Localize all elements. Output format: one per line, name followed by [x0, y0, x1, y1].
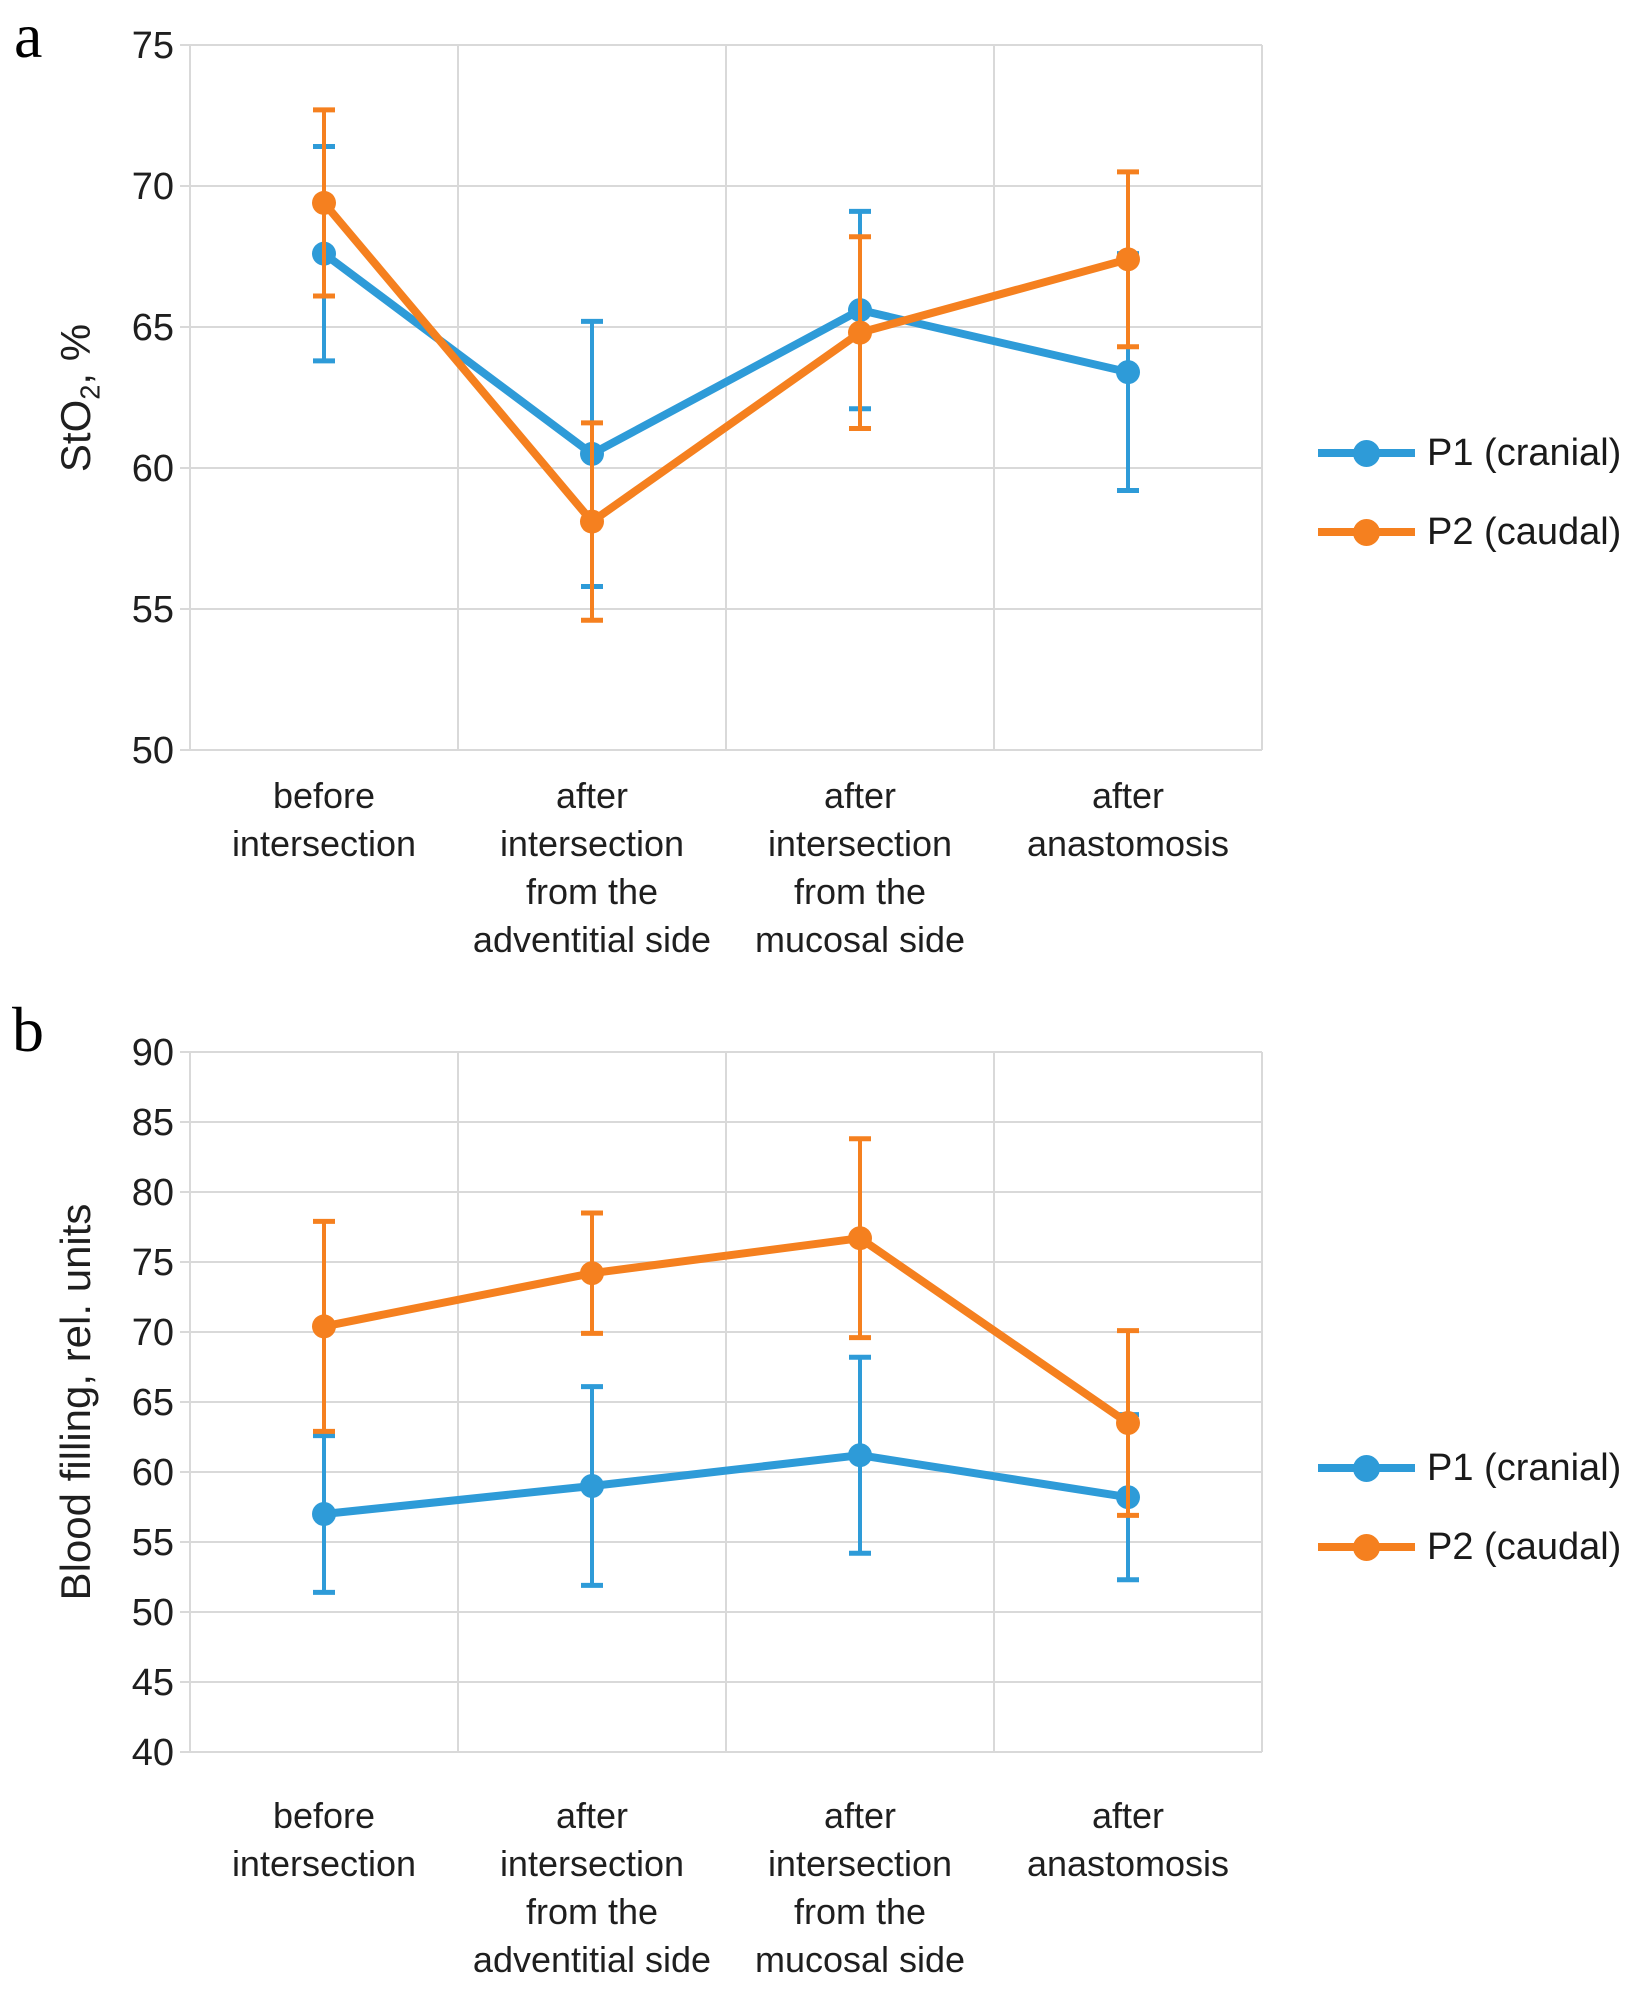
p1-line-marker-glyph	[1318, 433, 1415, 473]
series-p2	[312, 1136, 1140, 1518]
series-markers	[312, 1443, 1140, 1526]
p2-line-marker-glyph	[1318, 1527, 1415, 1567]
panel-b-letter: b	[12, 994, 44, 1065]
y-tick-label: 75	[132, 25, 174, 67]
panel-a-legend: P1 (cranial) P2 (caudal)	[1318, 431, 1622, 553]
p2-line-marker-glyph	[1318, 512, 1415, 552]
data-point-marker	[848, 320, 872, 345]
x-category-label-line: intersection	[500, 1843, 684, 1884]
y-tick-label: 65	[132, 307, 174, 349]
x-category-label-line: mucosal side	[755, 1939, 965, 1980]
y-tick-label: 80	[132, 1172, 174, 1214]
legend-item-p2: P2 (caudal)	[1318, 510, 1622, 553]
y-tick-label: 70	[132, 1312, 174, 1354]
data-point-marker	[848, 1443, 872, 1468]
series-line	[320, 1451, 1132, 1518]
y-tick-label: 85	[132, 1102, 174, 1144]
y-tick-label: 55	[132, 589, 174, 631]
x-category-label-line: after	[556, 1795, 628, 1836]
series-line	[320, 198, 1132, 526]
x-category-label-line: from the	[526, 871, 658, 912]
data-point-marker	[1116, 247, 1140, 272]
series-p2	[312, 107, 1140, 623]
x-category-label-line: anastomosis	[1027, 823, 1229, 864]
panel-a-plot: 75 70 65 60 55 50 before intersection after inter…	[132, 25, 1263, 960]
series-line	[320, 1234, 1132, 1427]
y-axis-title-text: StO	[52, 399, 99, 473]
y-axis-tick-labels: 75 70 65 60 55 50	[132, 25, 174, 772]
x-category-label-line: before	[273, 1795, 375, 1836]
x-category-label-line: intersection	[768, 1843, 952, 1884]
data-point-marker	[1116, 1411, 1140, 1435]
x-category-label-line: before	[273, 775, 375, 816]
panel-a-letter: a	[14, 0, 43, 71]
data-point-marker	[580, 1474, 604, 1498]
data-point-marker	[312, 190, 336, 215]
x-category-label-line: anastomosis	[1027, 1843, 1229, 1884]
y-tick-label: 60	[132, 448, 174, 490]
y-tick-label: 70	[132, 166, 174, 208]
y-axis-title-unit: , %	[52, 323, 99, 385]
y-tick-label: 60	[132, 1452, 174, 1494]
y-tick-label: 50	[132, 730, 174, 772]
series-markers	[312, 190, 1140, 534]
gridlines	[180, 1051, 1263, 1753]
x-category-label-line: from the	[794, 871, 926, 912]
x-category-label-line: after	[1092, 1795, 1164, 1836]
x-axis-category-labels: before intersection after intersection from …	[232, 775, 1229, 960]
y-tick-label: 90	[132, 1032, 174, 1074]
data-point-marker	[312, 1502, 336, 1526]
y-axis-title-subscript: 2	[74, 384, 106, 400]
y-tick-label: 45	[132, 1662, 174, 1704]
x-axis-category-labels: before intersection after intersection from …	[232, 1795, 1229, 1980]
legend-label-p1: P1 (cranial)	[1427, 431, 1622, 474]
legend-label-p2: P2 (caudal)	[1427, 1525, 1622, 1568]
panel-b-legend: P1 (cranial) P2 (caudal)	[1318, 1446, 1622, 1568]
x-category-label-line: after	[824, 775, 896, 816]
data-point-marker	[848, 1226, 872, 1251]
x-category-label-line: from the	[794, 1891, 926, 1932]
data-point-marker	[580, 509, 604, 534]
x-category-label-line: after	[556, 775, 628, 816]
data-point-marker	[1116, 360, 1140, 385]
x-category-label-line: adventitial side	[473, 919, 711, 960]
panel-b-plot: 90 85 80 75 70 65 60 55 50 45 40 before intersection…	[132, 1032, 1263, 1980]
x-category-label-line: intersection	[232, 1843, 416, 1884]
x-category-label-line: mucosal side	[755, 919, 965, 960]
y-tick-label: 65	[132, 1382, 174, 1424]
legend-item-p1: P1 (cranial)	[1318, 431, 1622, 474]
gridlines	[180, 44, 1263, 751]
p1-line-marker-glyph	[1318, 1448, 1415, 1488]
x-category-label-line: intersection	[768, 823, 952, 864]
series-markers	[312, 1226, 1140, 1435]
panel-a-y-axis-title: StO2, %	[52, 323, 105, 473]
x-category-label-line: adventitial side	[473, 1939, 711, 1980]
legend-item-p1: P1 (cranial)	[1318, 1446, 1622, 1489]
y-axis-tick-labels: 90 85 80 75 70 65 60 55 50 45 40	[132, 1032, 174, 1774]
x-category-label-line: intersection	[500, 823, 684, 864]
series-p1	[312, 1354, 1140, 1595]
panel-b-y-axis-title: Blood filling, rel. units	[52, 1204, 100, 1601]
x-category-label-line: intersection	[232, 823, 416, 864]
y-axis-title-text: Blood filling, rel. units	[52, 1203, 99, 1601]
data-point-marker	[580, 1261, 604, 1286]
legend-item-p2: P2 (caudal)	[1318, 1525, 1622, 1568]
y-tick-label: 40	[132, 1732, 174, 1774]
data-point-marker	[312, 1314, 336, 1339]
x-category-label-line: from the	[526, 1891, 658, 1932]
y-tick-label: 55	[132, 1522, 174, 1564]
y-tick-label: 50	[132, 1592, 174, 1634]
series-line	[320, 249, 1132, 458]
x-category-label-line: after	[824, 1795, 896, 1836]
y-tick-label: 75	[132, 1242, 174, 1284]
legend-label-p1: P1 (cranial)	[1427, 1446, 1622, 1489]
legend-label-p2: P2 (caudal)	[1427, 510, 1622, 553]
x-category-label-line: after	[1092, 775, 1164, 816]
